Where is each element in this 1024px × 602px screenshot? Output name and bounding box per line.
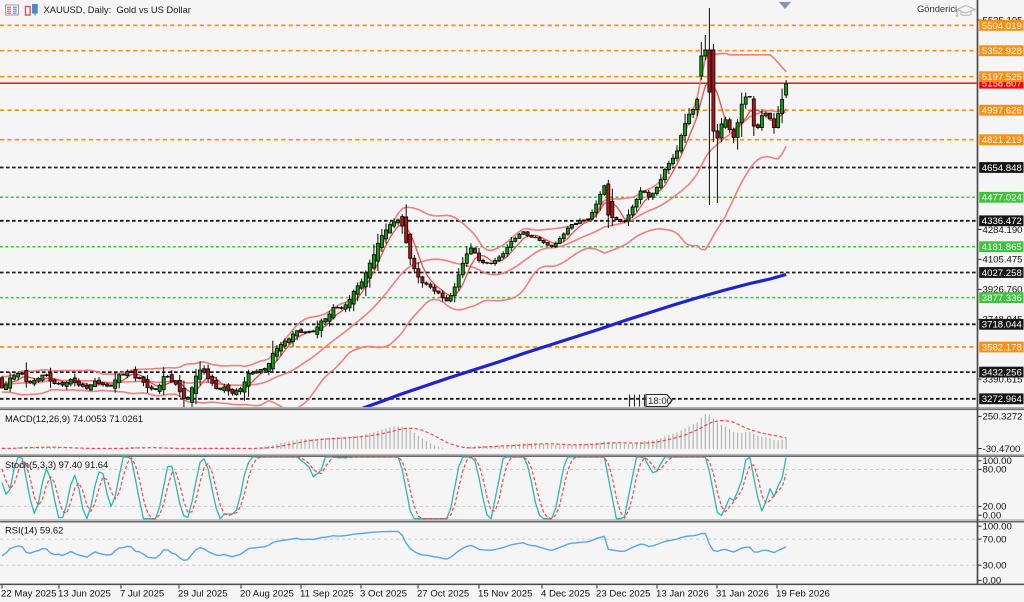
svg-text:80.00: 80.00 bbox=[983, 465, 1007, 476]
svg-text:3 Oct 2025: 3 Oct 2025 bbox=[360, 589, 407, 600]
svg-text:5504.019: 5504.019 bbox=[982, 21, 1022, 32]
svg-text:XAUUSD, Daily: Gold vs US Dol: XAUUSD, Daily: Gold vs US Dollar bbox=[44, 4, 191, 15]
svg-text:31 Jan 2026: 31 Jan 2026 bbox=[716, 589, 769, 600]
svg-text:18:00: 18:00 bbox=[648, 396, 672, 407]
svg-text:MACD(12,26,9) 74.0053 71.0261: MACD(12,26,9) 74.0053 71.0261 bbox=[5, 413, 143, 424]
svg-text:22 May 2025: 22 May 2025 bbox=[1, 589, 56, 600]
svg-text:23 Dec 2025: 23 Dec 2025 bbox=[596, 589, 650, 600]
svg-text:3926.760: 3926.760 bbox=[983, 285, 1023, 296]
svg-text:4997.626: 4997.626 bbox=[982, 106, 1022, 117]
svg-text:3582.178: 3582.178 bbox=[982, 342, 1022, 353]
svg-text:0.00: 0.00 bbox=[983, 511, 1002, 522]
svg-text:5158.807: 5158.807 bbox=[982, 79, 1022, 90]
svg-text:29 Jul 2025: 29 Jul 2025 bbox=[178, 589, 228, 600]
svg-text:3432.256: 3432.256 bbox=[982, 368, 1022, 379]
svg-text:0.00: 0.00 bbox=[983, 576, 1002, 587]
svg-text:4477.024: 4477.024 bbox=[982, 193, 1023, 204]
svg-text:15 Nov 2025: 15 Nov 2025 bbox=[478, 589, 532, 600]
svg-text:4821.219: 4821.219 bbox=[982, 135, 1022, 146]
svg-text:250.3272: 250.3272 bbox=[983, 412, 1023, 423]
svg-text:4105.475: 4105.475 bbox=[983, 255, 1023, 266]
svg-text:4 Dec 2025: 4 Dec 2025 bbox=[541, 589, 590, 600]
svg-text:Stoch(5,3,3) 97.40 91.64: Stoch(5,3,3) 97.40 91.64 bbox=[5, 459, 108, 470]
svg-text:20 Aug 2025: 20 Aug 2025 bbox=[240, 589, 294, 600]
svg-text:Gönderici: Gönderici bbox=[917, 3, 957, 14]
svg-text:30.00: 30.00 bbox=[983, 561, 1007, 572]
svg-text:RSI(14) 59.62: RSI(14) 59.62 bbox=[5, 525, 63, 536]
svg-text:13 Jun 2025: 13 Jun 2025 bbox=[58, 589, 111, 600]
svg-text:3718.044: 3718.044 bbox=[982, 320, 1023, 331]
svg-text:7 Jul 2025: 7 Jul 2025 bbox=[120, 589, 164, 600]
svg-text:4284.190: 4284.190 bbox=[983, 225, 1023, 236]
svg-text:4654.848: 4654.848 bbox=[982, 163, 1022, 174]
svg-text:4027.258: 4027.258 bbox=[982, 268, 1022, 279]
svg-text:20.00: 20.00 bbox=[983, 502, 1007, 513]
svg-text:4336.472: 4336.472 bbox=[982, 216, 1022, 227]
svg-text:100.00: 100.00 bbox=[983, 456, 1012, 467]
svg-text:5352.928: 5352.928 bbox=[982, 46, 1022, 57]
svg-text:27 Oct 2025: 27 Oct 2025 bbox=[417, 589, 469, 600]
svg-text:70.00: 70.00 bbox=[983, 534, 1007, 545]
svg-text:-30.4700: -30.4700 bbox=[983, 444, 1021, 455]
svg-text:11 Sep 2025: 11 Sep 2025 bbox=[300, 589, 354, 600]
svg-text:3390.615: 3390.615 bbox=[983, 374, 1023, 385]
svg-text:3272.964: 3272.964 bbox=[982, 394, 1023, 405]
svg-text:100.00: 100.00 bbox=[983, 522, 1012, 533]
svg-text:3877.336: 3877.336 bbox=[982, 293, 1022, 304]
svg-text:19 Feb 2026: 19 Feb 2026 bbox=[776, 589, 830, 600]
svg-text:13 Jan 2026: 13 Jan 2026 bbox=[656, 589, 709, 600]
svg-text:5197.525: 5197.525 bbox=[982, 72, 1022, 83]
svg-text:4181.865: 4181.865 bbox=[982, 242, 1022, 253]
